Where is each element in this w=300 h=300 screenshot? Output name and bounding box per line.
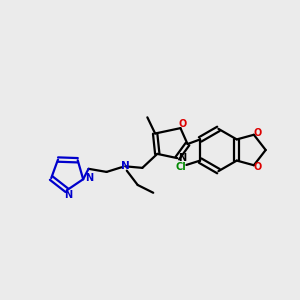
Text: N: N [121,161,130,171]
Text: O: O [254,162,262,172]
Text: N: N [178,153,186,163]
Text: Cl: Cl [176,162,186,172]
Text: O: O [179,119,187,129]
Text: N: N [64,190,72,200]
Text: N: N [85,173,93,183]
Text: O: O [254,128,262,138]
